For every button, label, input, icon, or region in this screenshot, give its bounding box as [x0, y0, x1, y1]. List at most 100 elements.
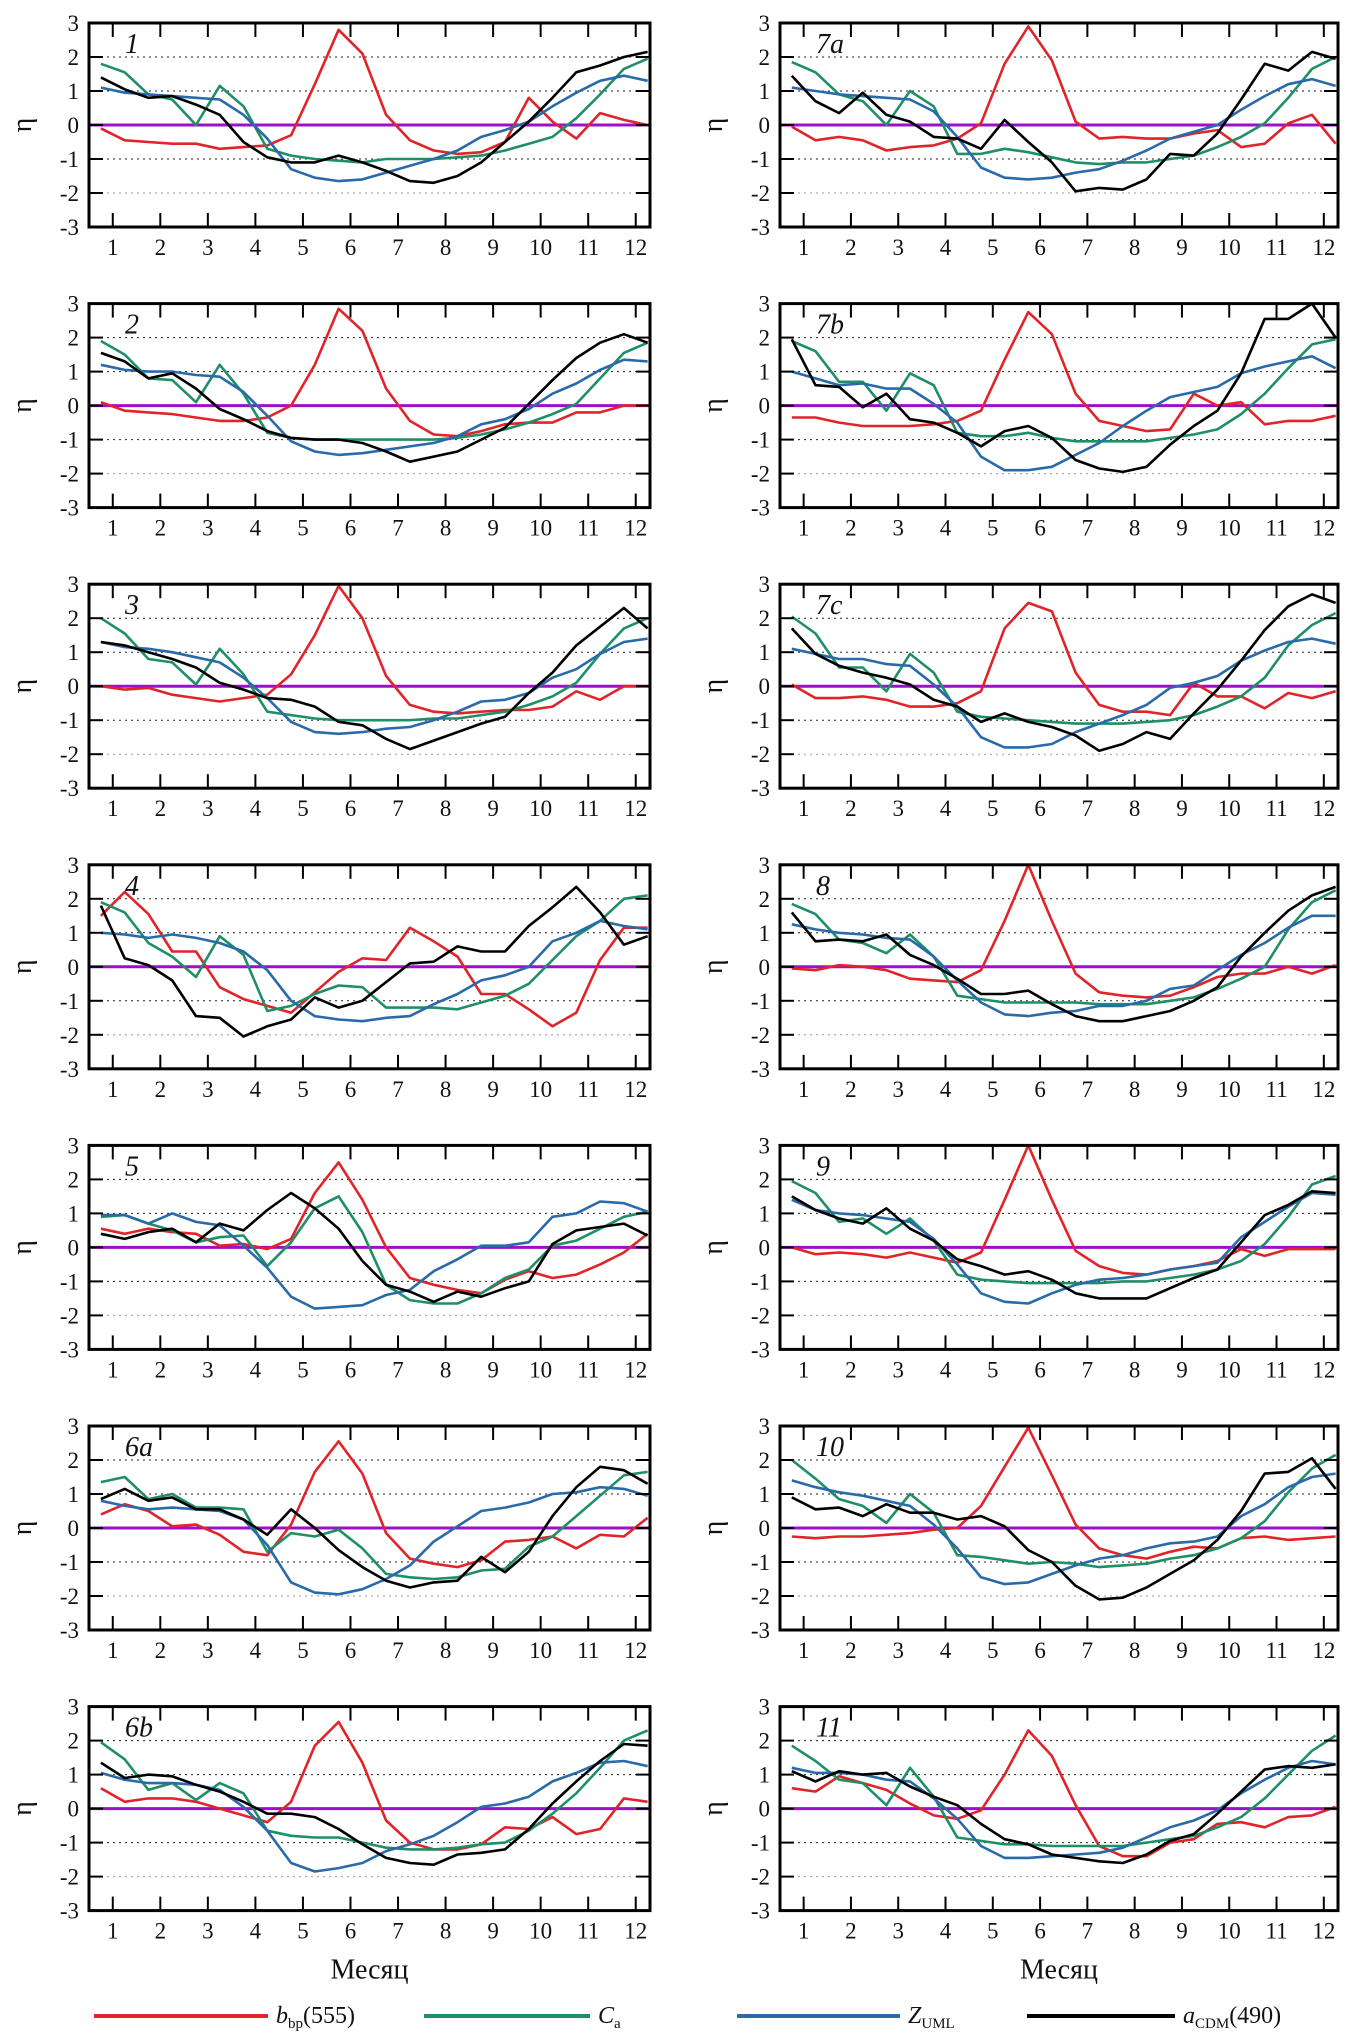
x-tick-label: 6: [1034, 796, 1046, 821]
x-tick-label: 6: [1034, 516, 1046, 541]
x-tick-label: 7: [392, 1357, 404, 1382]
y-tick-label: 2: [759, 45, 771, 70]
y-tick-label: 0: [68, 1235, 80, 1260]
series-ca: [791, 1734, 1337, 1848]
x-tick-label: 7: [1082, 1919, 1094, 1944]
y-tick-label: -3: [751, 1337, 770, 1362]
x-tick-label: 1: [107, 1357, 119, 1382]
y-tick-label: -1: [751, 708, 770, 733]
y-tick-label: 3: [759, 11, 771, 36]
x-tick-label: 8: [440, 1357, 452, 1382]
panel-label: 6a: [125, 1432, 153, 1463]
y-tick-label: -1: [60, 1831, 79, 1856]
x-tick-label: 1: [798, 1638, 810, 1663]
series-zuml: [791, 354, 1337, 472]
x-tick-label: 4: [940, 516, 952, 541]
x-tick-label: 5: [297, 1638, 309, 1663]
y-tick-label: -3: [751, 1057, 770, 1082]
x-tick-label: 10: [529, 516, 552, 541]
x-tick-label: 7: [392, 1077, 404, 1102]
series-bbp: [100, 1440, 649, 1569]
x-tick-label: 10: [529, 796, 552, 821]
legend: bbp(555) Ca ZUML aCDM(490): [94, 2003, 1281, 2032]
x-tick-label: 12: [624, 235, 647, 260]
x-tick-label: 10: [1218, 1638, 1241, 1663]
x-tick-label: 4: [250, 1077, 262, 1102]
legend-label: Ca: [598, 2003, 621, 2032]
x-tick-label: 1: [107, 516, 119, 541]
y-tick-label: 1: [759, 1763, 771, 1788]
x-tick-label: 10: [529, 1919, 552, 1944]
y-tick-label: 0: [68, 1516, 80, 1541]
x-tick-label: 1: [107, 1077, 119, 1102]
series-zuml: [100, 74, 648, 183]
x-tick-label: 9: [1176, 1357, 1188, 1382]
series-ca: [791, 55, 1337, 166]
y-tick-label: -3: [60, 1899, 79, 1924]
x-tick-label: 9: [487, 1919, 499, 1944]
series-bbp: [791, 1729, 1337, 1858]
panel-label: 4: [125, 871, 139, 902]
y-tick-label: -1: [60, 1269, 79, 1294]
series-bbp: [791, 25, 1337, 152]
y-tick-label: 3: [68, 11, 80, 36]
series-zuml: [100, 919, 648, 1023]
y-tick-label: 0: [68, 955, 80, 980]
x-tick-label: 3: [202, 1638, 214, 1663]
x-tick-label: 11: [577, 1077, 599, 1102]
x-tick-label: 4: [940, 1077, 952, 1102]
series-acdm: [100, 606, 649, 751]
y-axis-title: η: [698, 1801, 729, 1816]
x-tick-label: 8: [440, 516, 452, 541]
y-axis-title: η: [7, 118, 38, 133]
x-tick-label: 2: [155, 796, 167, 821]
x-tick-label: 12: [1312, 1077, 1335, 1102]
y-tick-label: 1: [759, 79, 771, 104]
legend-main: a: [1183, 2003, 1195, 2029]
legend-item-bbp: bbp(555): [94, 2003, 355, 2032]
x-tick-label: 5: [987, 1077, 999, 1102]
y-tick-label: -2: [60, 1023, 79, 1048]
x-tick-label: 2: [845, 1638, 857, 1663]
x-tick-label: 9: [487, 235, 499, 260]
y-tick-label: 3: [68, 1133, 80, 1158]
x-tick-label: 12: [1312, 235, 1335, 260]
y-tick-label: 0: [759, 1797, 771, 1822]
x-tick-label: 10: [529, 1077, 552, 1102]
x-tick-label: 5: [987, 1357, 999, 1382]
x-tick-label: 7: [392, 235, 404, 260]
x-tick-label: 9: [1176, 1077, 1188, 1102]
x-tick-label: 9: [1176, 516, 1188, 541]
x-tick-label: 6: [345, 1638, 357, 1663]
x-tick-label: 7: [1082, 1638, 1094, 1663]
y-tick-label: 1: [68, 640, 80, 665]
x-tick-label: 2: [155, 516, 167, 541]
series-bbp: [100, 28, 648, 156]
x-tick-label: 8: [440, 1077, 452, 1102]
y-tick-label: -3: [751, 215, 770, 240]
series-acdm: [100, 332, 649, 464]
panel-label: 9: [816, 1151, 830, 1182]
y-axis-title: η: [698, 398, 729, 413]
y-tick-label: -1: [751, 989, 770, 1014]
x-tick-label: 11: [577, 516, 599, 541]
x-tick-label: 1: [107, 1919, 119, 1944]
panel-label: 3: [124, 590, 139, 621]
y-tick-label: 1: [68, 1763, 80, 1788]
x-tick-label: 12: [1312, 1919, 1335, 1944]
x-tick-label: 5: [297, 796, 309, 821]
x-tick-label: 6: [1034, 1638, 1046, 1663]
x-tick-label: 5: [297, 235, 309, 260]
series-ca: [100, 617, 649, 722]
series-acdm: [100, 1465, 649, 1589]
legend-label: bbp(555): [276, 2003, 355, 2032]
y-tick-label: 2: [759, 887, 771, 912]
x-tick-label: 3: [892, 1919, 904, 1944]
y-tick-label: -1: [60, 708, 79, 733]
x-tick-label: 2: [845, 796, 857, 821]
x-tick-label: 4: [250, 235, 262, 260]
x-tick-label: 2: [845, 1357, 857, 1382]
